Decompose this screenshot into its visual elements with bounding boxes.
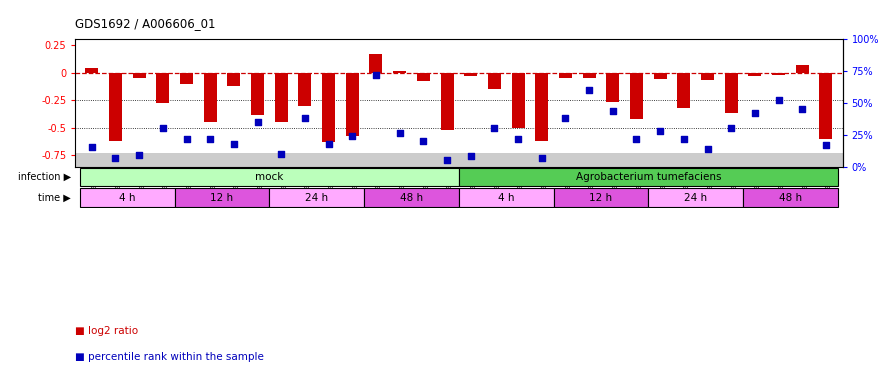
Point bbox=[819, 142, 833, 148]
Text: 4 h: 4 h bbox=[498, 193, 514, 203]
Point bbox=[156, 125, 170, 131]
Point bbox=[535, 154, 549, 160]
Bar bbox=[701, 72, 714, 80]
Bar bbox=[796, 65, 809, 72]
Text: GDS1692 / A006606_01: GDS1692 / A006606_01 bbox=[75, 17, 216, 30]
Bar bbox=[488, 72, 501, 89]
Bar bbox=[204, 72, 217, 122]
Bar bbox=[80, 168, 459, 186]
Point bbox=[321, 141, 335, 147]
Point bbox=[464, 153, 478, 159]
Bar bbox=[393, 71, 406, 72]
Bar bbox=[109, 72, 122, 141]
Point bbox=[440, 157, 454, 163]
Point bbox=[85, 144, 99, 150]
Text: 12 h: 12 h bbox=[211, 193, 234, 203]
Bar bbox=[772, 72, 785, 75]
Point bbox=[416, 138, 430, 144]
Point bbox=[796, 106, 810, 112]
Bar bbox=[269, 188, 364, 207]
Bar bbox=[322, 72, 335, 142]
Point bbox=[345, 133, 359, 139]
Point bbox=[204, 135, 218, 141]
Point bbox=[511, 135, 525, 141]
Text: 24 h: 24 h bbox=[684, 193, 707, 203]
Point bbox=[369, 72, 383, 78]
Bar bbox=[459, 188, 554, 207]
Text: 48 h: 48 h bbox=[400, 193, 423, 203]
Text: infection ▶: infection ▶ bbox=[18, 172, 71, 182]
Point bbox=[227, 141, 241, 147]
Text: ■ log2 ratio: ■ log2 ratio bbox=[75, 326, 138, 336]
Bar bbox=[85, 68, 98, 72]
Bar bbox=[554, 188, 649, 207]
Point bbox=[108, 154, 122, 160]
Point bbox=[180, 135, 194, 141]
Bar bbox=[649, 188, 743, 207]
Bar bbox=[535, 72, 549, 141]
Bar bbox=[459, 168, 838, 186]
Bar bbox=[346, 72, 358, 135]
Point bbox=[298, 115, 312, 121]
Bar bbox=[582, 72, 596, 78]
Bar bbox=[174, 188, 269, 207]
Bar bbox=[820, 72, 833, 139]
Bar bbox=[133, 72, 146, 78]
Point bbox=[605, 108, 620, 114]
Bar bbox=[512, 72, 525, 128]
Bar bbox=[725, 72, 738, 114]
Bar bbox=[75, 153, 843, 166]
Text: 4 h: 4 h bbox=[119, 193, 135, 203]
Text: mock: mock bbox=[255, 172, 283, 182]
Point bbox=[558, 115, 573, 121]
Point bbox=[582, 87, 596, 93]
Text: 24 h: 24 h bbox=[305, 193, 328, 203]
Point bbox=[724, 125, 738, 131]
Bar bbox=[274, 72, 288, 122]
Bar bbox=[654, 72, 666, 79]
Point bbox=[677, 135, 691, 141]
Bar bbox=[743, 188, 838, 207]
Bar bbox=[677, 72, 690, 108]
Point bbox=[653, 128, 667, 134]
Point bbox=[772, 98, 786, 104]
Text: 12 h: 12 h bbox=[589, 193, 612, 203]
Text: 48 h: 48 h bbox=[779, 193, 802, 203]
Point bbox=[700, 146, 714, 152]
Bar bbox=[251, 72, 264, 114]
Text: time ▶: time ▶ bbox=[38, 193, 71, 203]
Bar bbox=[180, 72, 193, 84]
Bar bbox=[606, 72, 619, 102]
Bar bbox=[298, 72, 312, 106]
Bar bbox=[364, 188, 458, 207]
Point bbox=[274, 151, 289, 157]
Point bbox=[250, 119, 265, 125]
Point bbox=[629, 135, 643, 141]
Bar bbox=[417, 72, 430, 81]
Point bbox=[132, 152, 146, 158]
Point bbox=[393, 130, 407, 136]
Bar bbox=[559, 72, 572, 78]
Bar bbox=[465, 72, 477, 76]
Bar bbox=[227, 72, 241, 86]
Bar bbox=[80, 188, 174, 207]
Text: Agrobacterium tumefaciens: Agrobacterium tumefaciens bbox=[575, 172, 721, 182]
Bar bbox=[157, 72, 169, 104]
Bar bbox=[369, 54, 382, 72]
Bar bbox=[630, 72, 643, 119]
Text: ■ percentile rank within the sample: ■ percentile rank within the sample bbox=[75, 352, 264, 362]
Point bbox=[748, 110, 762, 116]
Bar bbox=[441, 72, 453, 130]
Bar bbox=[749, 72, 761, 76]
Point bbox=[488, 125, 502, 131]
